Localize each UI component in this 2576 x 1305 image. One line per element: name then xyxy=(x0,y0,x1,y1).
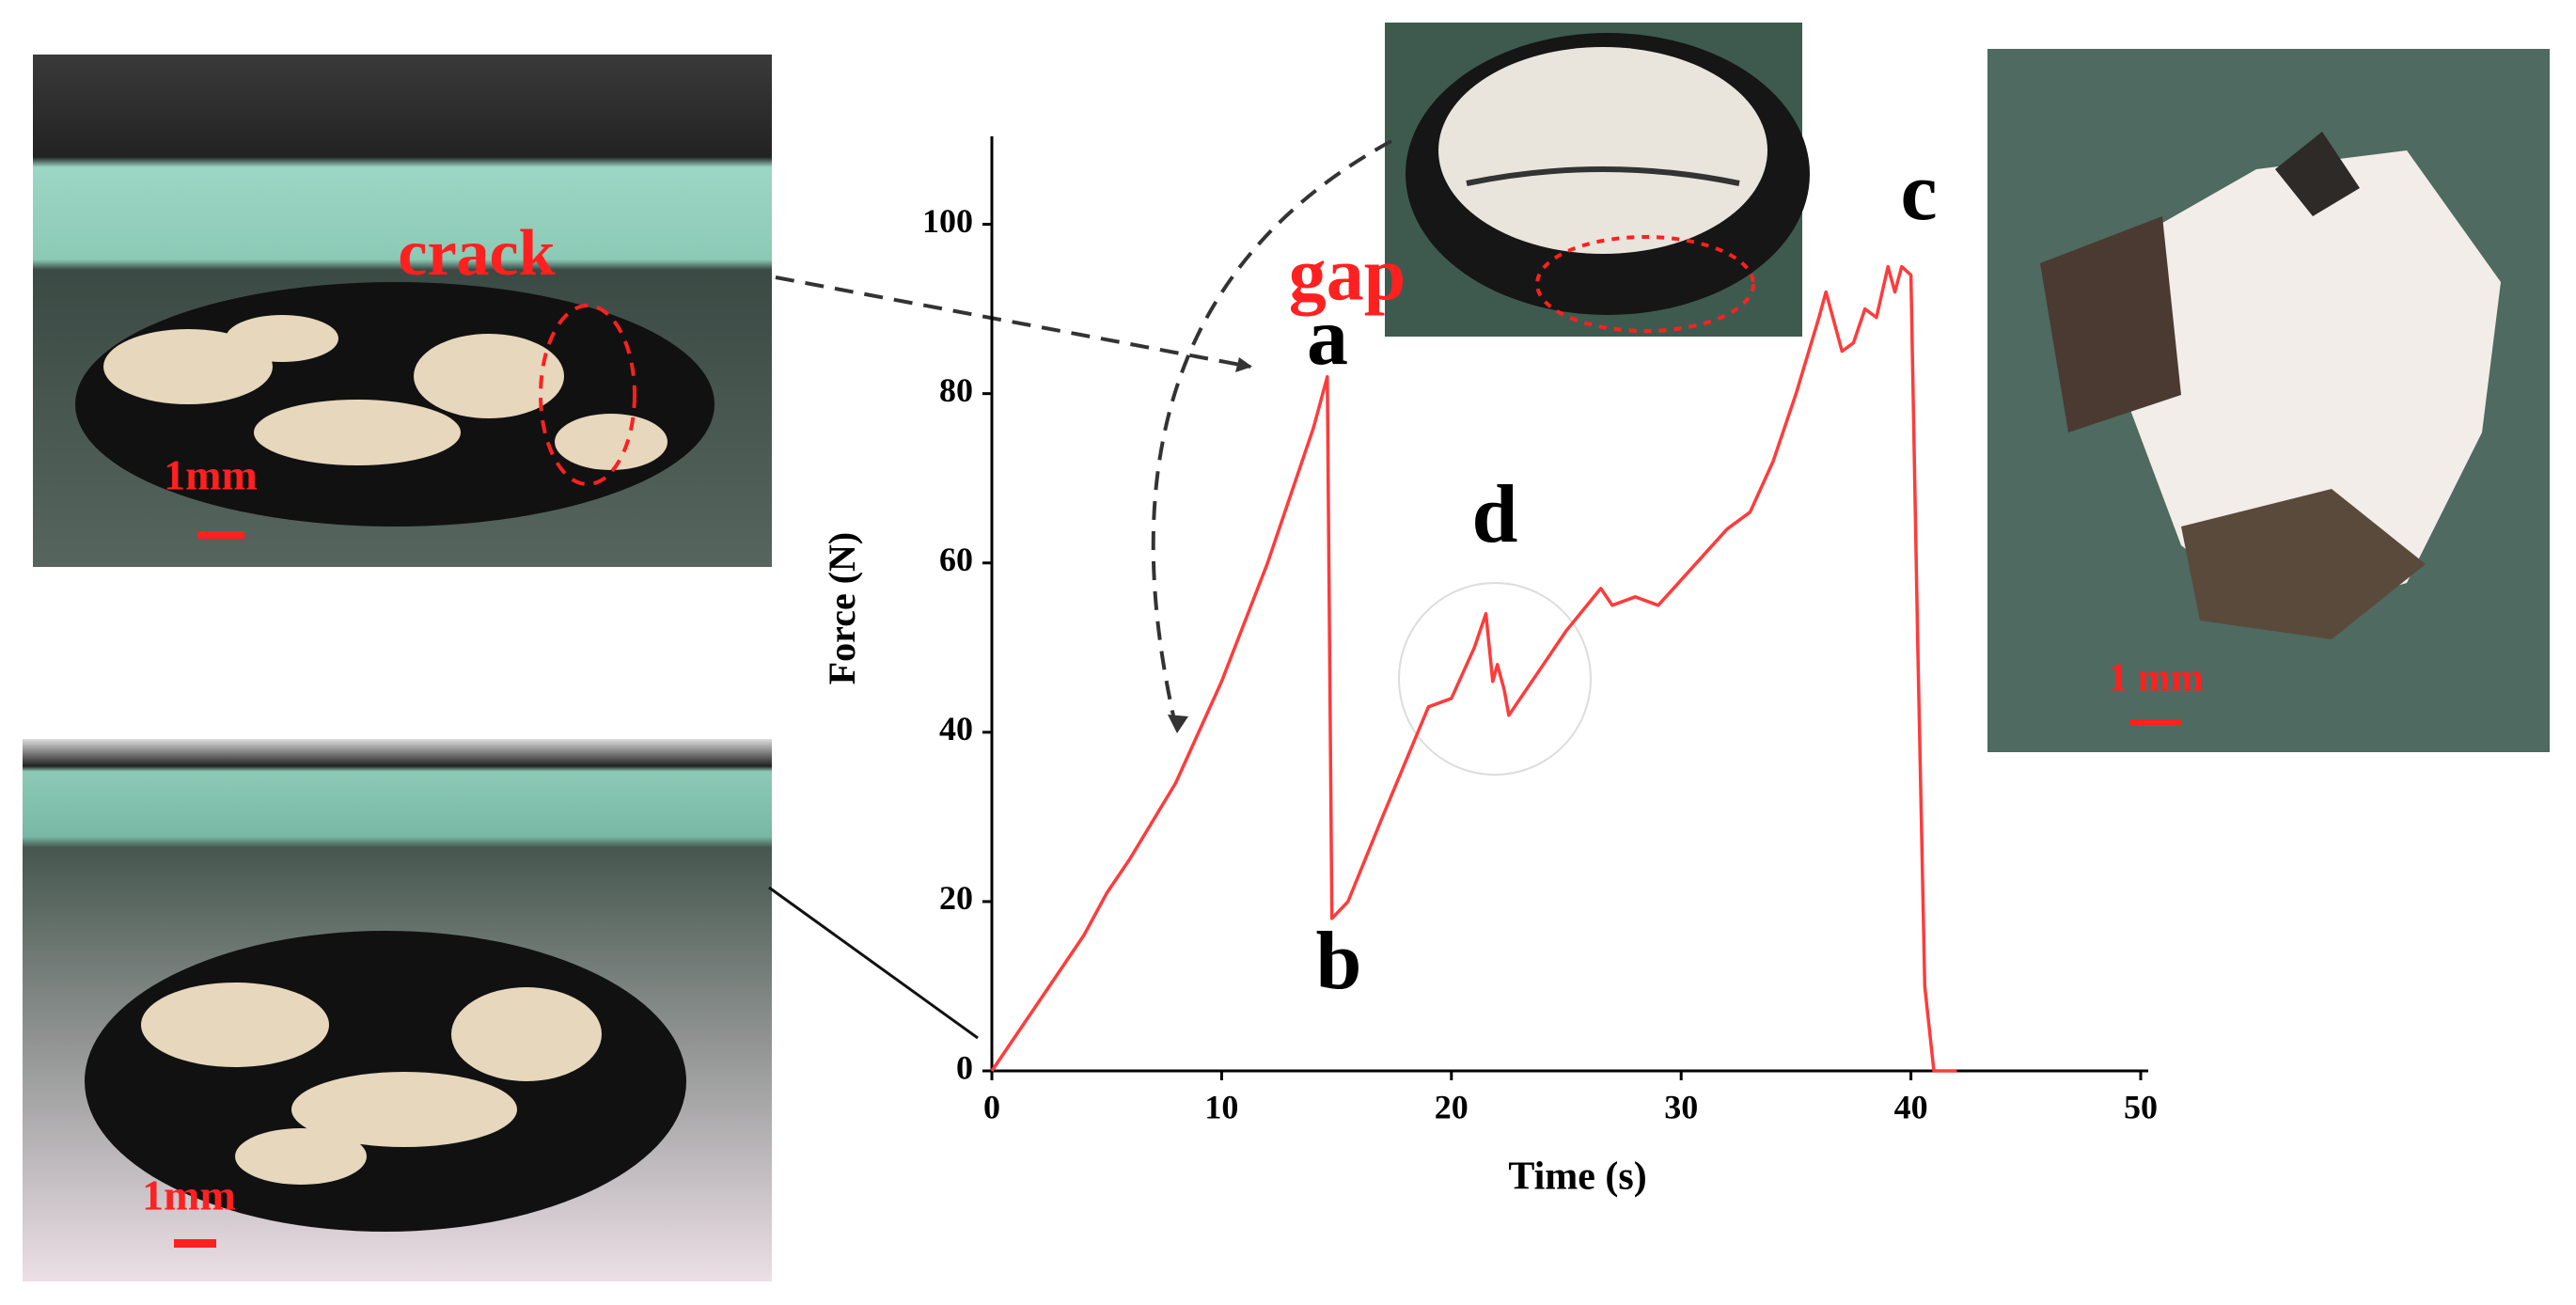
photo-label: gap xyxy=(1289,233,1406,316)
photo-gap xyxy=(1385,23,1810,337)
photo-fractured-seed xyxy=(1987,49,2550,752)
force-line xyxy=(990,264,1957,1073)
photo-label: crack xyxy=(398,217,555,290)
point-label: c xyxy=(1900,147,1937,238)
point-label: a xyxy=(1307,291,1348,383)
y-tick-label: 20 xyxy=(939,879,973,917)
x-tick-label: 50 xyxy=(2124,1088,2158,1125)
x-tick-label: 30 xyxy=(1664,1088,1698,1125)
photo-label: 1mm xyxy=(142,1171,236,1219)
y-tick-label: 80 xyxy=(939,371,973,409)
y-tick-label: 100 xyxy=(922,202,973,240)
photo-label: 1mm xyxy=(164,451,258,499)
x-tick-label: 0 xyxy=(983,1088,1000,1125)
connector xyxy=(1151,139,1392,725)
x-tick-label: 40 xyxy=(1894,1088,1928,1125)
x-tick-label: 20 xyxy=(1435,1088,1469,1125)
y-tick-label: 40 xyxy=(939,710,973,747)
arrow-head xyxy=(1235,357,1252,372)
y-tick-label: 60 xyxy=(939,541,973,578)
connector xyxy=(768,886,979,1040)
photo-cracked-seed xyxy=(33,55,772,567)
x-axis-label: Time (s) xyxy=(1508,1156,1646,1199)
x-tick-label: 10 xyxy=(1204,1088,1238,1125)
connector xyxy=(775,275,1251,369)
highlight-circle xyxy=(1398,582,1592,776)
y-axis-label: Force (N) xyxy=(821,532,863,685)
arrow-head xyxy=(1168,715,1188,733)
point-label: d xyxy=(1472,469,1518,560)
point-label: b xyxy=(1316,916,1362,1007)
photo-label: 1 mm xyxy=(2108,657,2203,700)
photo-intact-seed xyxy=(23,739,772,1281)
y-tick-label: 0 xyxy=(956,1048,973,1086)
